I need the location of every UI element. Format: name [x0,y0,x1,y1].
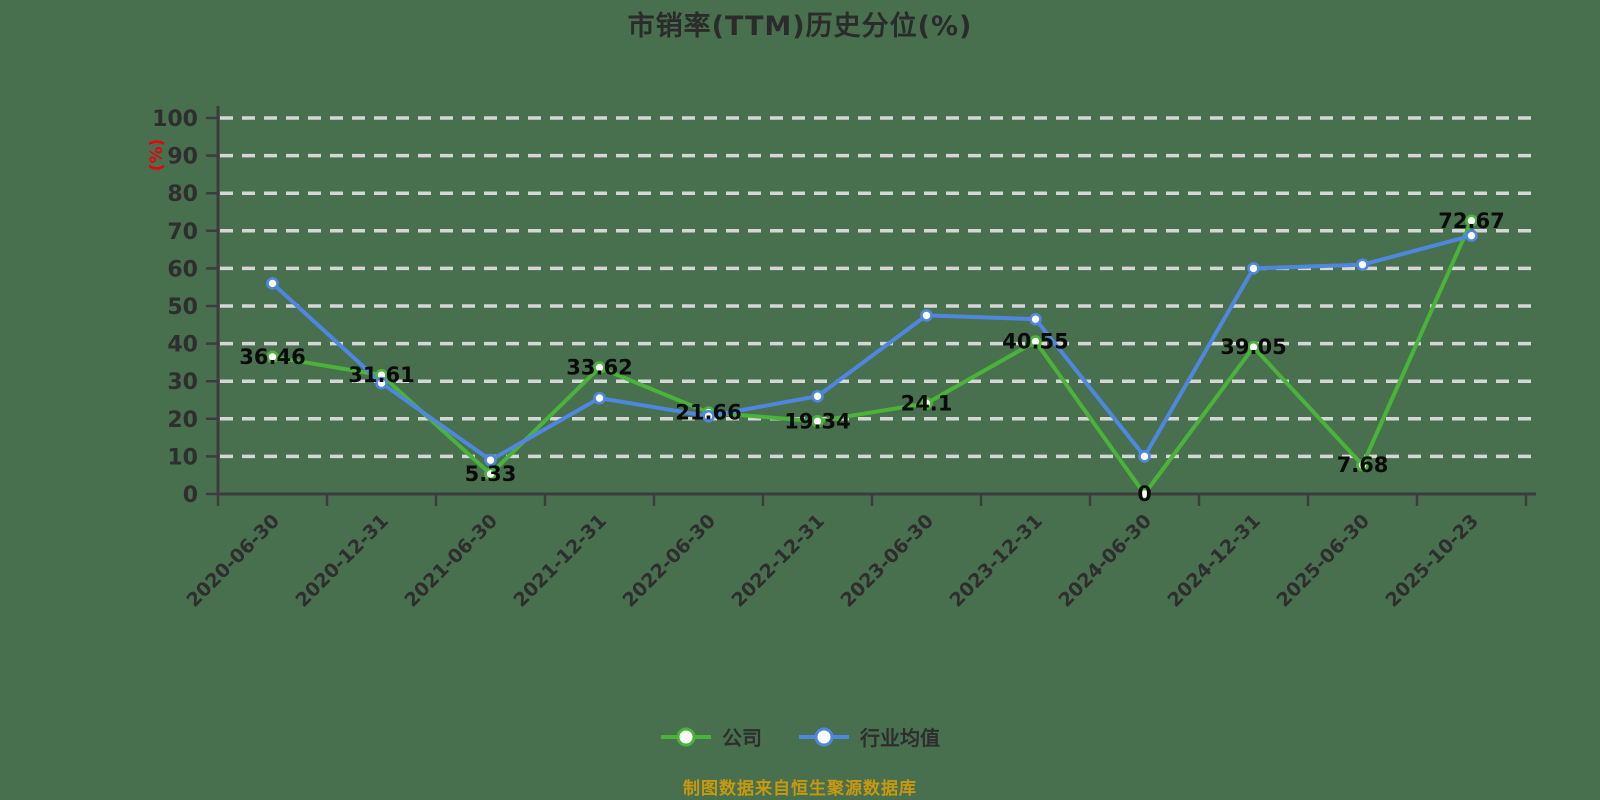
industry-data-point [1247,262,1260,275]
data-point-label: 72.67 [1438,209,1504,233]
y-tick-label: 90 [167,145,198,170]
company-data-point [593,361,606,374]
company-data-point [1138,487,1151,501]
x-tick-label: 2023-12-31 [946,510,1048,612]
x-tick-label: 2025-06-30 [1273,510,1375,612]
x-tick-label: 2022-06-30 [619,510,721,612]
industry-legend-marker-icon [799,727,849,746]
x-tick-label: 2023-06-30 [837,510,939,612]
industry-data-point [702,409,715,423]
industry-data-point [484,453,497,467]
data-point-label: 36.46 [239,345,305,369]
company-series-line [270,218,1474,496]
industry-data-point [593,391,606,405]
x-tick-label: 2025-10-23 [1382,510,1484,612]
x-tick-label: 2022-12-31 [728,510,830,612]
y-tick-label: 60 [167,257,198,282]
y-tick-label: 20 [167,408,198,433]
company-data-point [811,414,824,428]
industry-data-point [1465,229,1478,242]
industry-data-point [1356,258,1369,271]
legend-item-industry-average[interactable]: 行业均值 [798,722,940,751]
company-data-point [266,350,279,364]
industry-data-point [1029,312,1042,326]
industry-series-line [270,233,1474,463]
company-legend-marker-icon [661,727,711,746]
y-tick-label: 80 [167,182,198,207]
company-data-point [484,467,497,481]
data-source-note: 制图数据来自恒生聚源数据库 [683,779,917,799]
x-tick-label: 2021-06-30 [401,510,503,612]
y-tick-label: 30 [167,370,198,395]
y-tick-label: 100 [152,107,198,132]
industry-data-point [811,389,824,403]
y-tick-label: 40 [167,333,198,358]
y-tick-label: 50 [167,295,198,320]
legend-label-industry-average: 行业均值 [860,726,940,750]
data-point-label: 40.55 [1002,330,1068,354]
legend-item-company[interactable]: 公司 [660,722,762,751]
data-point-label: 7.68 [1337,453,1389,477]
x-tick-label: 2024-12-31 [1164,510,1266,612]
company-data-point [1465,214,1478,228]
x-tick-label: 2020-06-30 [183,510,285,612]
industry-data-point [920,309,933,322]
company-data-point [1029,335,1042,348]
data-point-label: 19.34 [784,409,850,433]
y-tick-label: 10 [167,445,198,470]
legend: 公司 行业均值 [0,722,1600,751]
legend-label-company: 公司 [722,726,762,750]
data-point-label: 24.1 [901,391,953,415]
data-point-label: 5.33 [465,462,517,486]
x-tick-label: 2021-12-31 [510,510,612,612]
data-point-label: 39.05 [1220,335,1286,359]
x-tick-label: 2020-12-31 [292,510,394,612]
chart-title: 市销率(TTM)历史分位(%) [627,11,973,42]
data-point-label: 33.62 [566,356,632,380]
data-point-label: 31.61 [348,363,414,387]
industry-data-point [1138,450,1151,463]
x-tick-label: 2024-06-30 [1055,510,1157,612]
y-tick-label: 70 [167,220,198,245]
industry-data-point [266,277,279,290]
data-point-label: 21.66 [675,401,741,425]
industry-data-point [375,376,388,390]
company-data-point [920,397,933,410]
company-data-point [1247,340,1260,354]
y-tick-label: 0 [183,483,198,508]
company-data-point [1356,458,1369,472]
data-point-label: 0 [1137,482,1152,506]
